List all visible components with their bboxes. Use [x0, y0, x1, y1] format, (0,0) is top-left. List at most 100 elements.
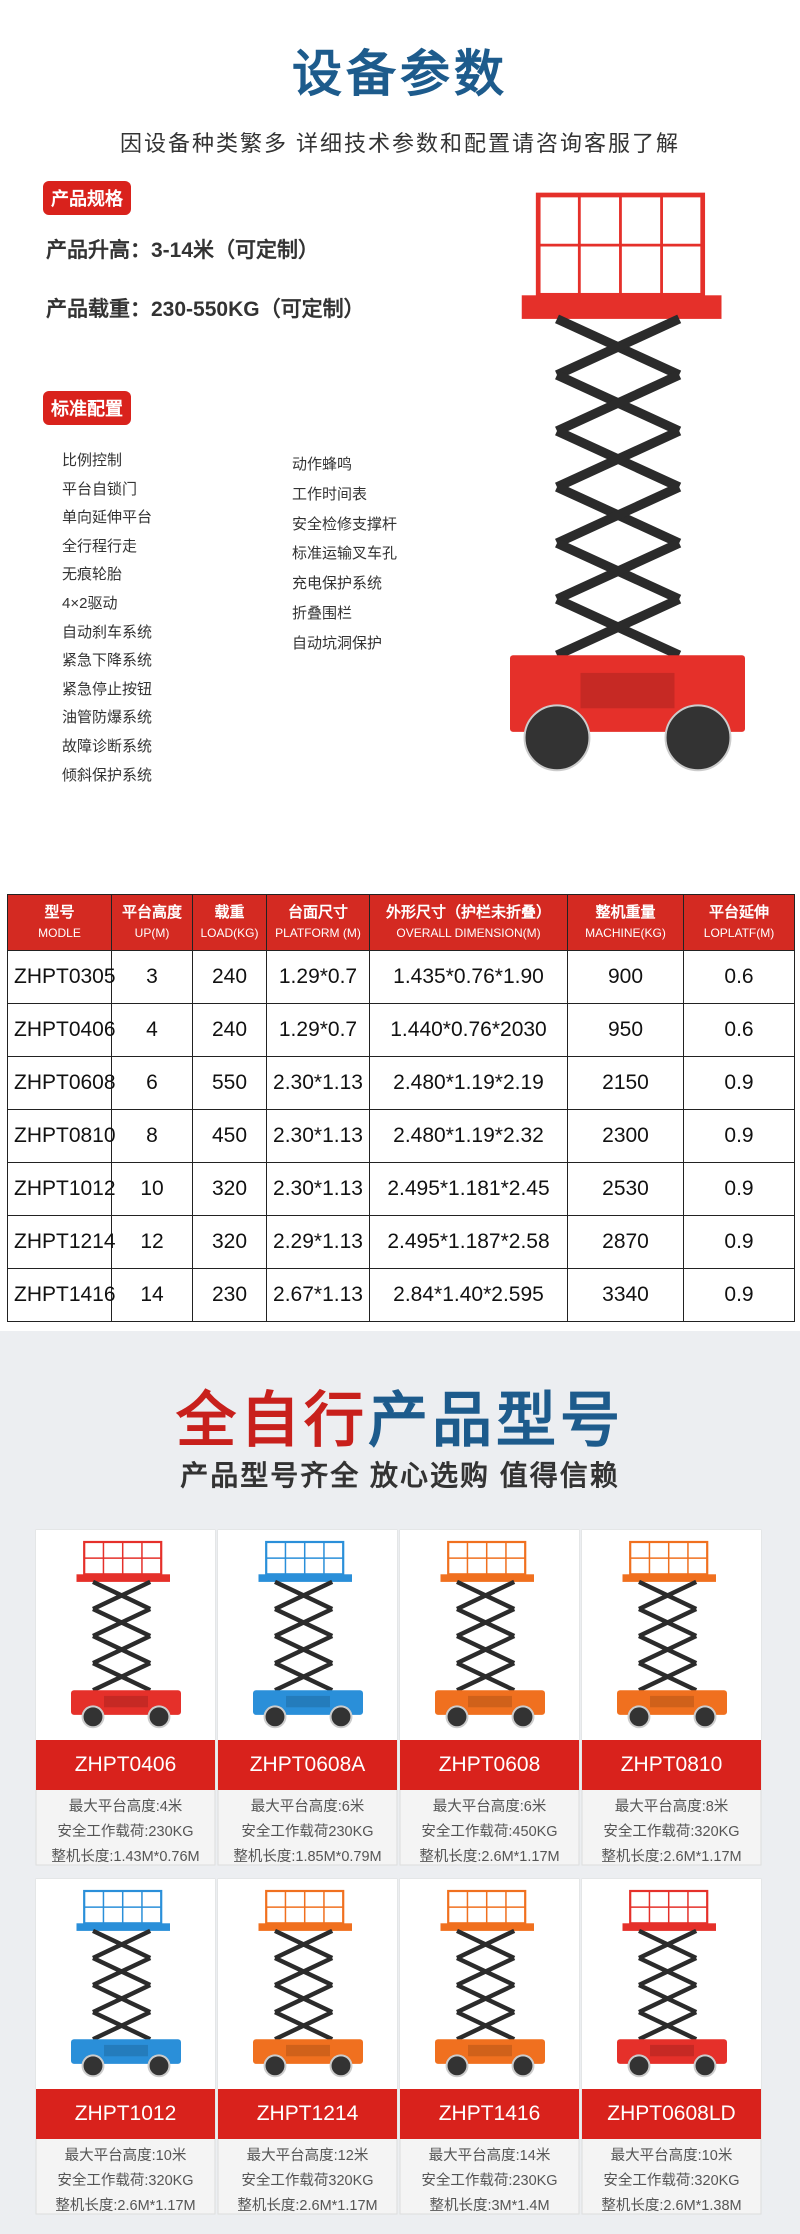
platform	[440, 1574, 534, 1582]
table-cell: 1.29*0.7	[266, 1003, 370, 1057]
card-line: 最大平台高度:12米	[246, 2148, 369, 2164]
scissor-arm	[274, 1955, 334, 1988]
table-cell: 230	[192, 1268, 267, 1322]
config-item: 全行程行走	[62, 537, 138, 555]
spec-table: 型号 MODLE 平台高度 UP(M) 载重 LOAD(KG) 台面尺寸 PLATFORM (…	[7, 894, 795, 1322]
scissor-arm	[92, 2010, 152, 2042]
card-line: 最大平台高度:10米	[610, 2148, 733, 2164]
table-cell: 14	[111, 1268, 193, 1322]
badge: 标准配置	[43, 391, 131, 425]
header-cn: 台面尺寸	[287, 903, 348, 921]
table-cell: 0.9	[683, 1162, 795, 1216]
table-cell: 320	[192, 1162, 267, 1216]
header-cell: 平台高度 UP(M)	[111, 894, 193, 951]
scissor-arm	[92, 1661, 152, 1693]
wheel	[627, 1705, 651, 1729]
card-line: 安全工作载荷:230KG	[57, 1824, 194, 1840]
scissor-arm	[92, 1634, 152, 1666]
table-cell: 2.29*1.13	[266, 1215, 370, 1269]
table-cell: 1.440*0.76*2030	[369, 1003, 568, 1057]
header-cn: 外形尺寸（护栏未折叠）	[385, 903, 551, 921]
platform	[258, 1574, 352, 1582]
card-line: 最大平台高度:6米	[250, 1799, 365, 1815]
header-cell: 型号 MODLE	[7, 894, 112, 951]
title-part: 产品型号	[368, 1387, 624, 1454]
header-cell: 载重 LOAD(KG)	[192, 894, 267, 951]
config-item: 油管防爆系统	[62, 709, 153, 727]
wheel	[263, 2054, 287, 2078]
table-cell: 12	[111, 1215, 193, 1269]
table-cell: 2.480*1.19*2.32	[369, 1109, 568, 1163]
table-row: ZHPT1012 10 320 2.30*1.13 2.495*1.181*2.45 25…	[7, 1162, 795, 1216]
card-line: 整机长度:3M*1.4M	[429, 2198, 550, 2214]
products-title: 全自行产品型号	[0, 1372, 800, 1459]
card-line: 整机长度:2.6M*1.38M	[601, 2198, 742, 2214]
card-line: 整机长度:1.85M*0.79M	[233, 1849, 382, 1865]
scissor-arm	[638, 1606, 698, 1639]
scissor-arm	[555, 370, 682, 436]
card-line: 整机长度:2.6M*1.17M	[419, 1849, 560, 1865]
card-model: ZHPT1416	[400, 2089, 579, 2139]
header-en: UP(M)	[134, 925, 170, 940]
platform	[258, 1923, 352, 1931]
table-cell: 950	[567, 1003, 684, 1057]
card-line: 整机长度:2.6M*1.17M	[55, 2198, 196, 2214]
scissor-arm	[456, 2010, 516, 2042]
table-cell: 2150	[567, 1056, 684, 1110]
card-line: 整机长度:2.6M*1.17M	[237, 2198, 378, 2214]
table-cell: 0.6	[683, 1003, 795, 1057]
config-item: 4×2驱动	[62, 595, 118, 612]
header-cn: 平台延伸	[708, 903, 769, 921]
platform	[76, 1923, 170, 1931]
table-cell: 550	[192, 1056, 267, 1110]
table-cell: 0.9	[683, 1056, 795, 1110]
platform	[622, 1923, 716, 1931]
card-line: 安全工作载荷:230KG	[421, 2173, 558, 2189]
wheel	[511, 2054, 535, 2078]
header-cell: 外形尺寸（护栏未折叠） OVERALL DIMENSION(M)	[369, 894, 568, 951]
wheel	[329, 2054, 353, 2078]
scissor-arm	[638, 1579, 698, 1611]
table-cell: 3340	[567, 1268, 684, 1322]
chassis-panel	[580, 672, 675, 709]
spec-item: 产品载重：230-550KG（可定制）	[46, 298, 365, 321]
scissor-arm	[92, 1579, 152, 1611]
subtitle: 因设备种类繁多 详细技术参数和配置请咨询客服了解	[119, 131, 681, 156]
config-item: 自动刹车系统	[62, 623, 153, 641]
scissor-arm	[274, 1928, 334, 1960]
scissor-arm	[274, 1661, 334, 1693]
config-item: 充电保护系统	[292, 575, 383, 593]
card-line: 最大平台高度:10米	[64, 2148, 187, 2164]
table-cell: 320	[192, 1215, 267, 1269]
scissor-arm	[638, 1983, 698, 2015]
table-cell: 0.9	[683, 1215, 795, 1269]
header-cell: 平台延伸 LOPLATF(M)	[683, 894, 795, 951]
table-cell: 2300	[567, 1109, 684, 1163]
table-cell: 2.67*1.13	[266, 1268, 370, 1322]
scissor-arm	[456, 1928, 516, 1960]
wheel	[81, 1705, 105, 1729]
title-part: 全自行	[176, 1387, 368, 1454]
scissor-arm	[638, 1661, 698, 1693]
table-cell: ZHPT1416	[7, 1268, 116, 1322]
platform	[521, 295, 722, 319]
card-line: 安全工作载荷:320KG	[57, 2173, 194, 2189]
table-cell: 0.9	[683, 1268, 795, 1322]
scissor-arm	[274, 1983, 334, 2015]
table-cell: 0.9	[683, 1109, 795, 1163]
scissor-arm	[555, 426, 682, 492]
scissor-arm	[456, 1661, 516, 1693]
platform	[622, 1574, 716, 1582]
card-line: 最大平台高度:14米	[428, 2148, 551, 2164]
table-cell: 1.435*0.76*1.90	[369, 950, 568, 1004]
table-cell: 2.84*1.40*2.595	[369, 1268, 568, 1322]
table-cell: ZHPT0608	[7, 1056, 116, 1110]
table-row: ZHPT0305 3 240 1.29*0.7 1.435*0.76*1.90 900 0.…	[7, 950, 795, 1004]
config-item: 工作时间表	[292, 485, 368, 503]
header-cell: 台面尺寸 PLATFORM (M)	[266, 894, 370, 951]
scissor-arm	[555, 538, 682, 604]
table-cell: 450	[192, 1109, 267, 1163]
spec-item: 产品升高：3-14米（可定制）	[46, 239, 320, 262]
chassis-panel	[104, 2044, 148, 2057]
products-subtitle: 产品型号齐全 放心选购 值得信赖	[180, 1460, 620, 1491]
